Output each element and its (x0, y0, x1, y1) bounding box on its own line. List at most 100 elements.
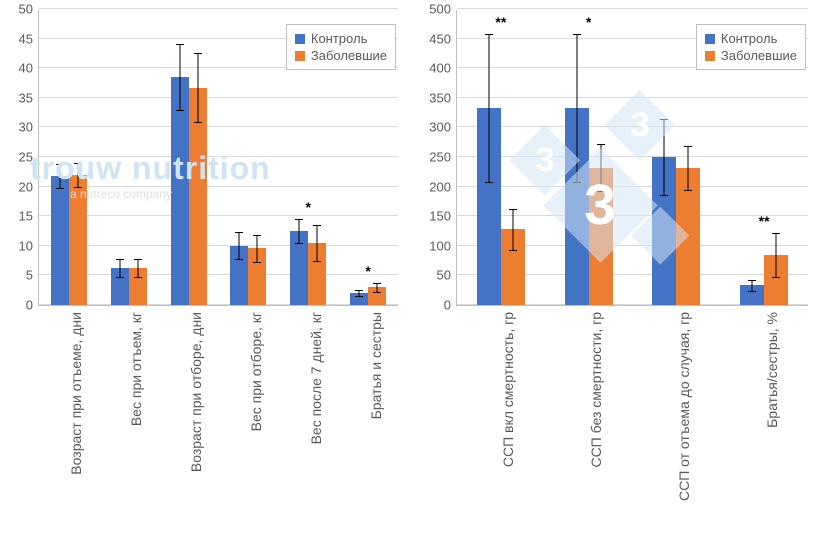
error-cap-bottom (597, 191, 605, 192)
y-tick-label: 350 (429, 90, 451, 105)
legend-label-control: Контроль (311, 31, 367, 46)
error-line (664, 119, 665, 196)
x-label-text: Вес при отборе, кг (248, 312, 264, 431)
error-cap-top (355, 290, 363, 291)
error-cap-top (176, 44, 184, 45)
error-cap-bottom (313, 261, 321, 262)
x-label: Вес при отъем, кг (98, 306, 158, 546)
y-tick-label: 20 (19, 179, 33, 194)
error-cap-bottom (116, 277, 124, 278)
legend-row-diseased: Заболевшие (295, 48, 387, 63)
x-label: Вес после 7 дней, кг (278, 306, 338, 546)
error-cap-top (748, 280, 756, 281)
error-cap-top (485, 34, 493, 35)
bar-control (350, 293, 368, 305)
x-label: Возраст при отборе, дни (158, 306, 218, 546)
bar-group (218, 10, 278, 305)
legend-row-control: Контроль (295, 31, 387, 46)
x-label-text: ССП вкл смертность, гр (500, 312, 516, 467)
x-label: Братья/сестры, % (720, 306, 808, 546)
legend-row-diseased: Заболевшие (705, 48, 797, 63)
y-tick-label: 40 (19, 61, 33, 76)
bar-control (477, 108, 501, 305)
error-cap-top (194, 53, 202, 54)
significance-mark: ** (759, 213, 770, 229)
error-cap-top (373, 283, 381, 284)
error-cap-bottom (74, 187, 82, 188)
x-label-text: ССП от отъема до случая, гр (676, 312, 692, 501)
y-tick-label: 30 (19, 120, 33, 135)
bar-diseased (368, 287, 386, 305)
y-tick-label: 450 (429, 31, 451, 46)
error-cap-bottom (573, 182, 581, 183)
error-line (59, 164, 60, 188)
error-line (317, 225, 318, 261)
error-line (576, 34, 577, 182)
error-cap-top (772, 233, 780, 234)
right-panel: 050100150200250300350400450500***** ССП … (410, 0, 820, 556)
x-label-text: Вес после 7 дней, кг (308, 312, 324, 444)
bar-diseased (189, 88, 207, 305)
x-label: Братья и сестры (338, 306, 398, 546)
y-tick-label: 200 (429, 179, 451, 194)
y-tick-label: 15 (19, 209, 33, 224)
right-x-labels: ССП вкл смертность, гр ССП без смертности… (456, 306, 808, 546)
error-line (776, 233, 777, 277)
bar-diseased (589, 168, 613, 305)
error-line (600, 144, 601, 191)
bar-group (99, 10, 159, 305)
legend-swatch-diseased (705, 51, 715, 61)
error-cap-bottom (660, 195, 668, 196)
error-line (377, 283, 378, 292)
bar-control (740, 285, 764, 305)
y-tick-label: 300 (429, 120, 451, 135)
bar-group: * (545, 10, 633, 305)
x-label: ССП без смертности, гр (544, 306, 632, 546)
error-cap-top (116, 259, 124, 260)
error-line (299, 219, 300, 243)
bar-control (652, 157, 676, 305)
error-line (137, 259, 138, 277)
error-line (688, 146, 689, 190)
error-cap-bottom (134, 277, 142, 278)
legend-label-diseased: Заболевшие (721, 48, 797, 63)
x-label: ССП вкл смертность, гр (456, 306, 544, 546)
legend-label-control: Контроль (721, 31, 777, 46)
legend-swatch-control (295, 34, 305, 44)
x-label: Вес при отборе, кг (218, 306, 278, 546)
bar-control (111, 268, 129, 305)
error-line (488, 34, 489, 182)
error-cap-top (509, 209, 517, 210)
left-x-labels: Возраст при отъеме, дниВес при отъем, кг… (38, 306, 398, 546)
y-tick-label: 250 (429, 150, 451, 165)
error-cap-bottom (56, 188, 64, 189)
error-line (512, 209, 513, 250)
legend-swatch-control (705, 34, 715, 44)
x-label-text: Братья/сестры, % (764, 312, 780, 428)
error-line (257, 235, 258, 262)
x-label-text: Возраст при отборе, дни (188, 312, 204, 472)
bar-control (565, 108, 589, 305)
bar-group (39, 10, 99, 305)
error-cap-top (660, 119, 668, 120)
error-cap-top (684, 146, 692, 147)
error-cap-top (56, 164, 64, 165)
error-cap-bottom (235, 259, 243, 260)
error-cap-bottom (485, 182, 493, 183)
y-tick-label: 25 (19, 150, 33, 165)
bar-diseased (69, 175, 87, 305)
left-legend: Контроль Заболевшие (286, 24, 396, 70)
error-cap-bottom (509, 250, 517, 251)
bar-diseased (764, 255, 788, 305)
y-tick-label: 50 (437, 268, 451, 283)
y-tick-label: 500 (429, 2, 451, 17)
chart-container: 05101520253035404550** Возраст при отъем… (0, 0, 820, 556)
bar-diseased (129, 268, 147, 305)
error-cap-bottom (295, 243, 303, 244)
x-label: Возраст при отъеме, дни (38, 306, 98, 546)
error-cap-top (313, 225, 321, 226)
bar-control (51, 176, 69, 305)
error-cap-bottom (355, 296, 363, 297)
gridline (457, 8, 808, 9)
error-cap-bottom (748, 291, 756, 292)
